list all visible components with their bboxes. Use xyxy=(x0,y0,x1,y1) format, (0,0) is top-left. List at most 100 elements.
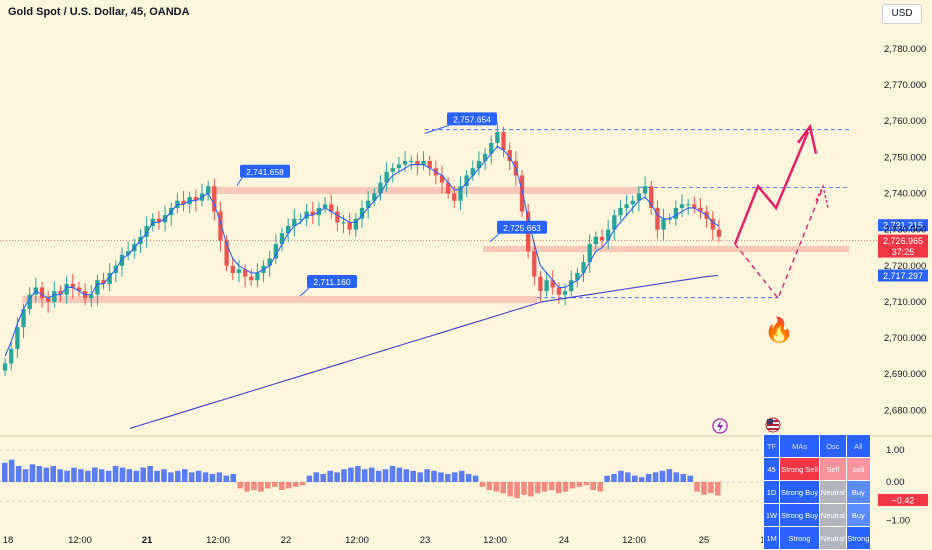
osc-bar xyxy=(368,467,375,482)
osc-bar xyxy=(258,482,264,492)
candle-body xyxy=(378,182,383,194)
candle-body xyxy=(489,142,494,154)
ta-all: Strong xyxy=(845,526,872,550)
osc-bar xyxy=(479,482,486,487)
candle-body xyxy=(206,186,211,194)
candle-body xyxy=(273,244,278,259)
support-zone-mid xyxy=(483,246,849,252)
candle-body xyxy=(642,186,648,194)
osc-bar xyxy=(708,482,714,494)
osc-bar xyxy=(188,472,195,482)
candle-body xyxy=(698,207,703,212)
candle-body xyxy=(193,197,198,201)
candle-body xyxy=(144,226,149,237)
candle-body xyxy=(618,207,623,216)
x-tick-label: 12:00 xyxy=(206,535,230,546)
candle-body xyxy=(655,207,660,230)
bearish-projection-path xyxy=(734,189,823,300)
osc-bar xyxy=(85,470,91,482)
candle-body xyxy=(495,132,500,143)
candle-body xyxy=(89,294,94,299)
osc-bar xyxy=(8,459,15,482)
osc-bar xyxy=(472,475,479,482)
osc-bar xyxy=(500,482,506,494)
candle-body xyxy=(710,218,715,230)
ta-row: 1D Strong Buy Neutral Buy xyxy=(763,480,872,504)
osc-bar xyxy=(168,472,174,482)
candle-body xyxy=(507,150,512,161)
axis-price-label: 2,726.965 xyxy=(883,236,923,246)
candle-body xyxy=(661,218,666,230)
y-tick-label: 2,780.000 xyxy=(884,44,926,55)
osc-bar xyxy=(403,469,410,482)
x-tick-label: 18 xyxy=(3,535,14,546)
candle-body xyxy=(538,276,543,292)
level-label: 2,711.160 xyxy=(313,277,350,287)
level-label: 2,725.663 xyxy=(503,223,541,233)
ta-mas: Strong Sell xyxy=(778,457,821,481)
bearish-arrow-head xyxy=(815,184,829,209)
osc-bar xyxy=(382,469,389,482)
candle-body xyxy=(230,265,235,273)
candle-body xyxy=(587,244,592,263)
candle-body xyxy=(612,215,617,230)
x-tick-label: 22 xyxy=(281,535,292,546)
osc-bar xyxy=(92,467,98,482)
candle-body xyxy=(415,160,420,165)
osc-bar xyxy=(78,469,84,482)
osc-bar xyxy=(687,475,693,482)
osc-bar xyxy=(548,482,555,490)
osc-bar xyxy=(389,466,396,482)
x-tick-label: 12:00 xyxy=(68,535,92,546)
candle-body xyxy=(353,218,358,230)
osc-current-label: −0.42 xyxy=(892,496,915,506)
axis-price-box xyxy=(878,219,928,232)
callout-box xyxy=(240,164,290,178)
ta-mas: Strong xyxy=(778,526,821,550)
osc-bar xyxy=(64,470,70,482)
candle-body xyxy=(70,283,75,288)
candle-body xyxy=(15,327,20,349)
y-tick-label: 2,720.000 xyxy=(884,261,926,272)
osc-bar xyxy=(105,470,112,482)
osc-bar xyxy=(410,470,416,482)
candle-body xyxy=(439,175,445,183)
currency-button[interactable]: USD xyxy=(882,4,922,24)
candle-body xyxy=(329,204,334,212)
candle-body xyxy=(107,272,112,284)
osc-bar xyxy=(590,482,596,490)
candle-body xyxy=(46,298,51,302)
candle-body xyxy=(279,233,285,245)
candle-body xyxy=(322,204,328,208)
osc-bar xyxy=(507,482,513,497)
osc-tick-label: 1.00 xyxy=(886,445,905,456)
candle-body xyxy=(101,280,106,284)
osc-bar xyxy=(569,482,576,489)
osc-bar xyxy=(216,472,223,482)
osc-bar xyxy=(562,482,569,492)
osc-bar xyxy=(431,470,437,482)
callout-pointer xyxy=(299,287,310,297)
osc-bar xyxy=(576,482,583,487)
candle-body xyxy=(347,222,352,230)
ta-row: 45 Strong Sell Sell Sell xyxy=(763,457,872,481)
osc-current-box xyxy=(878,494,928,506)
ta-mas: Strong Buy xyxy=(778,503,821,527)
candle-body xyxy=(649,186,654,208)
y-tick-label: 2,680.000 xyxy=(884,405,926,416)
osc-bar xyxy=(223,475,230,482)
osc-bar xyxy=(140,467,146,482)
lightning-icon[interactable] xyxy=(712,418,728,434)
ta-row: 1W Strong Buy Neutral Buy xyxy=(763,503,872,527)
candle-body xyxy=(119,254,125,266)
candle-body xyxy=(366,200,371,208)
osc-bar xyxy=(292,482,299,487)
level-label: 2,757.654 xyxy=(453,114,491,124)
us-flag-icon[interactable] xyxy=(765,417,781,433)
osc-bar xyxy=(43,467,50,482)
osc-bar xyxy=(299,482,306,486)
fire-emoji-icon: 🔥 xyxy=(764,317,794,344)
candle-body xyxy=(384,171,389,183)
osc-bar xyxy=(327,470,333,482)
osc-bar xyxy=(638,477,645,482)
